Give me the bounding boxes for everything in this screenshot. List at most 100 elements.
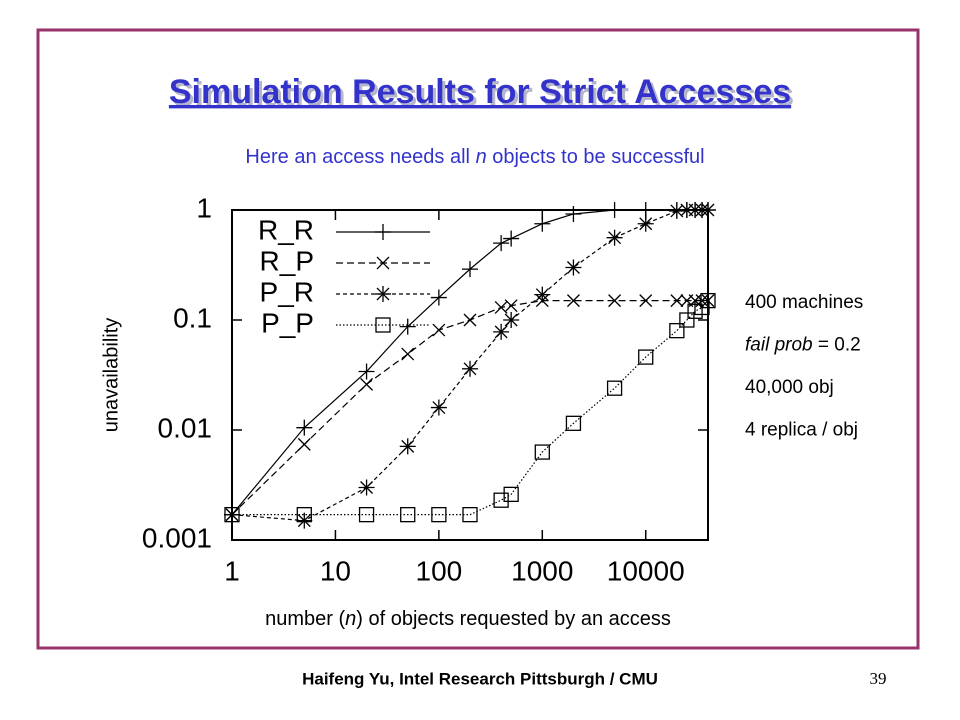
marker-stroke [224, 507, 240, 523]
annotation: 4 replica / obj [745, 420, 858, 441]
annotation-part: fail prob [745, 335, 813, 356]
y-tick-label: 0.1 [173, 302, 212, 333]
marker-stroke [670, 204, 684, 218]
marker-stroke [608, 231, 622, 245]
marker [493, 492, 509, 508]
marker-stroke [297, 514, 311, 528]
marker [296, 512, 313, 529]
marker-stroke [463, 362, 477, 376]
marker-stroke [462, 507, 478, 523]
marker [503, 312, 520, 328]
marker [606, 202, 623, 218]
marker [296, 507, 312, 523]
marker [430, 399, 447, 416]
legend-label: R_P [260, 245, 314, 276]
marker [462, 360, 478, 377]
marker [296, 419, 313, 436]
annotation: 400 machines [745, 292, 863, 313]
text-part: n [476, 146, 487, 168]
annotation-part: = 0.2 [813, 335, 861, 356]
marker [606, 380, 623, 396]
marker-stroke [297, 437, 311, 451]
marker-stroke [296, 507, 312, 523]
text-part: number ( [265, 608, 345, 630]
marker-stroke [503, 486, 519, 503]
x-tick-label: 10000 [607, 555, 685, 586]
marker [504, 299, 518, 313]
title-shadow: Simulation Results for Strict Accesses [172, 76, 794, 114]
marker [432, 323, 446, 337]
annotation: fail prob = 0.2 [745, 335, 861, 356]
marker-stroke [401, 439, 415, 453]
annotation-part: 40,000 obj [745, 377, 834, 398]
marker [503, 230, 520, 247]
marker-stroke [638, 349, 654, 365]
marker [358, 479, 375, 496]
marker-stroke [639, 217, 653, 231]
marker-stroke [432, 323, 446, 337]
marker-stroke [493, 492, 509, 508]
marker-stroke [679, 312, 695, 328]
marker [358, 363, 375, 380]
subtitle: Here an access needs all n objects to be… [245, 146, 704, 168]
marker-stroke [400, 507, 416, 523]
x-tick-label: 10 [320, 555, 351, 586]
y-tick-label: 0.01 [158, 412, 213, 443]
marker-stroke [534, 444, 550, 460]
marker-stroke [358, 507, 375, 523]
marker-stroke [375, 317, 391, 333]
marker-stroke [431, 507, 447, 523]
annotation-part: 4 replica / obj [745, 420, 858, 441]
x-tick-label: 1 [224, 555, 240, 586]
marker-stroke [639, 294, 653, 308]
marker [401, 347, 415, 361]
marker-stroke [401, 347, 415, 361]
marker [679, 312, 695, 328]
x-tick-label: 100 [416, 555, 463, 586]
marker-stroke [376, 287, 390, 301]
x-tick-label: 1000 [511, 555, 573, 586]
marker [606, 229, 623, 246]
marker [430, 289, 447, 306]
y-tick-label: 0.001 [142, 522, 212, 553]
marker-stroke [701, 203, 715, 217]
marker [399, 318, 416, 335]
marker-stroke [432, 401, 446, 415]
marker [400, 507, 416, 523]
text-part: n [345, 608, 356, 630]
marker-stroke [504, 313, 518, 327]
x-axis-label: number (n) of objects requested by an ac… [265, 608, 671, 630]
marker-stroke [565, 415, 582, 431]
marker [462, 261, 478, 278]
marker [360, 377, 374, 391]
marker [534, 286, 551, 303]
marker-stroke [504, 299, 518, 313]
marker [503, 486, 519, 503]
legend-label: P_P [261, 307, 314, 338]
marker [670, 294, 684, 308]
marker-stroke [360, 377, 374, 391]
marker-stroke [669, 323, 685, 339]
marker [639, 294, 653, 308]
marker [375, 286, 391, 302]
marker [565, 259, 582, 276]
annotation-part: 400 machines [745, 292, 863, 313]
marker [534, 215, 551, 232]
chart-title: Simulation Results for Strict Accesses [169, 73, 791, 111]
marker [668, 202, 685, 219]
y-axis-label: unavailability [100, 318, 122, 433]
marker [700, 292, 716, 309]
marker [669, 323, 685, 339]
marker-stroke [360, 481, 374, 494]
y-tick-label: 1 [196, 192, 212, 223]
marker [376, 256, 390, 270]
marker [493, 323, 510, 340]
marker [463, 313, 477, 327]
slide-border [36, 28, 920, 650]
text-part: ) of objects requested by an access [356, 608, 671, 630]
marker-stroke [700, 292, 716, 309]
marker [375, 224, 391, 240]
marker-stroke [566, 294, 580, 308]
